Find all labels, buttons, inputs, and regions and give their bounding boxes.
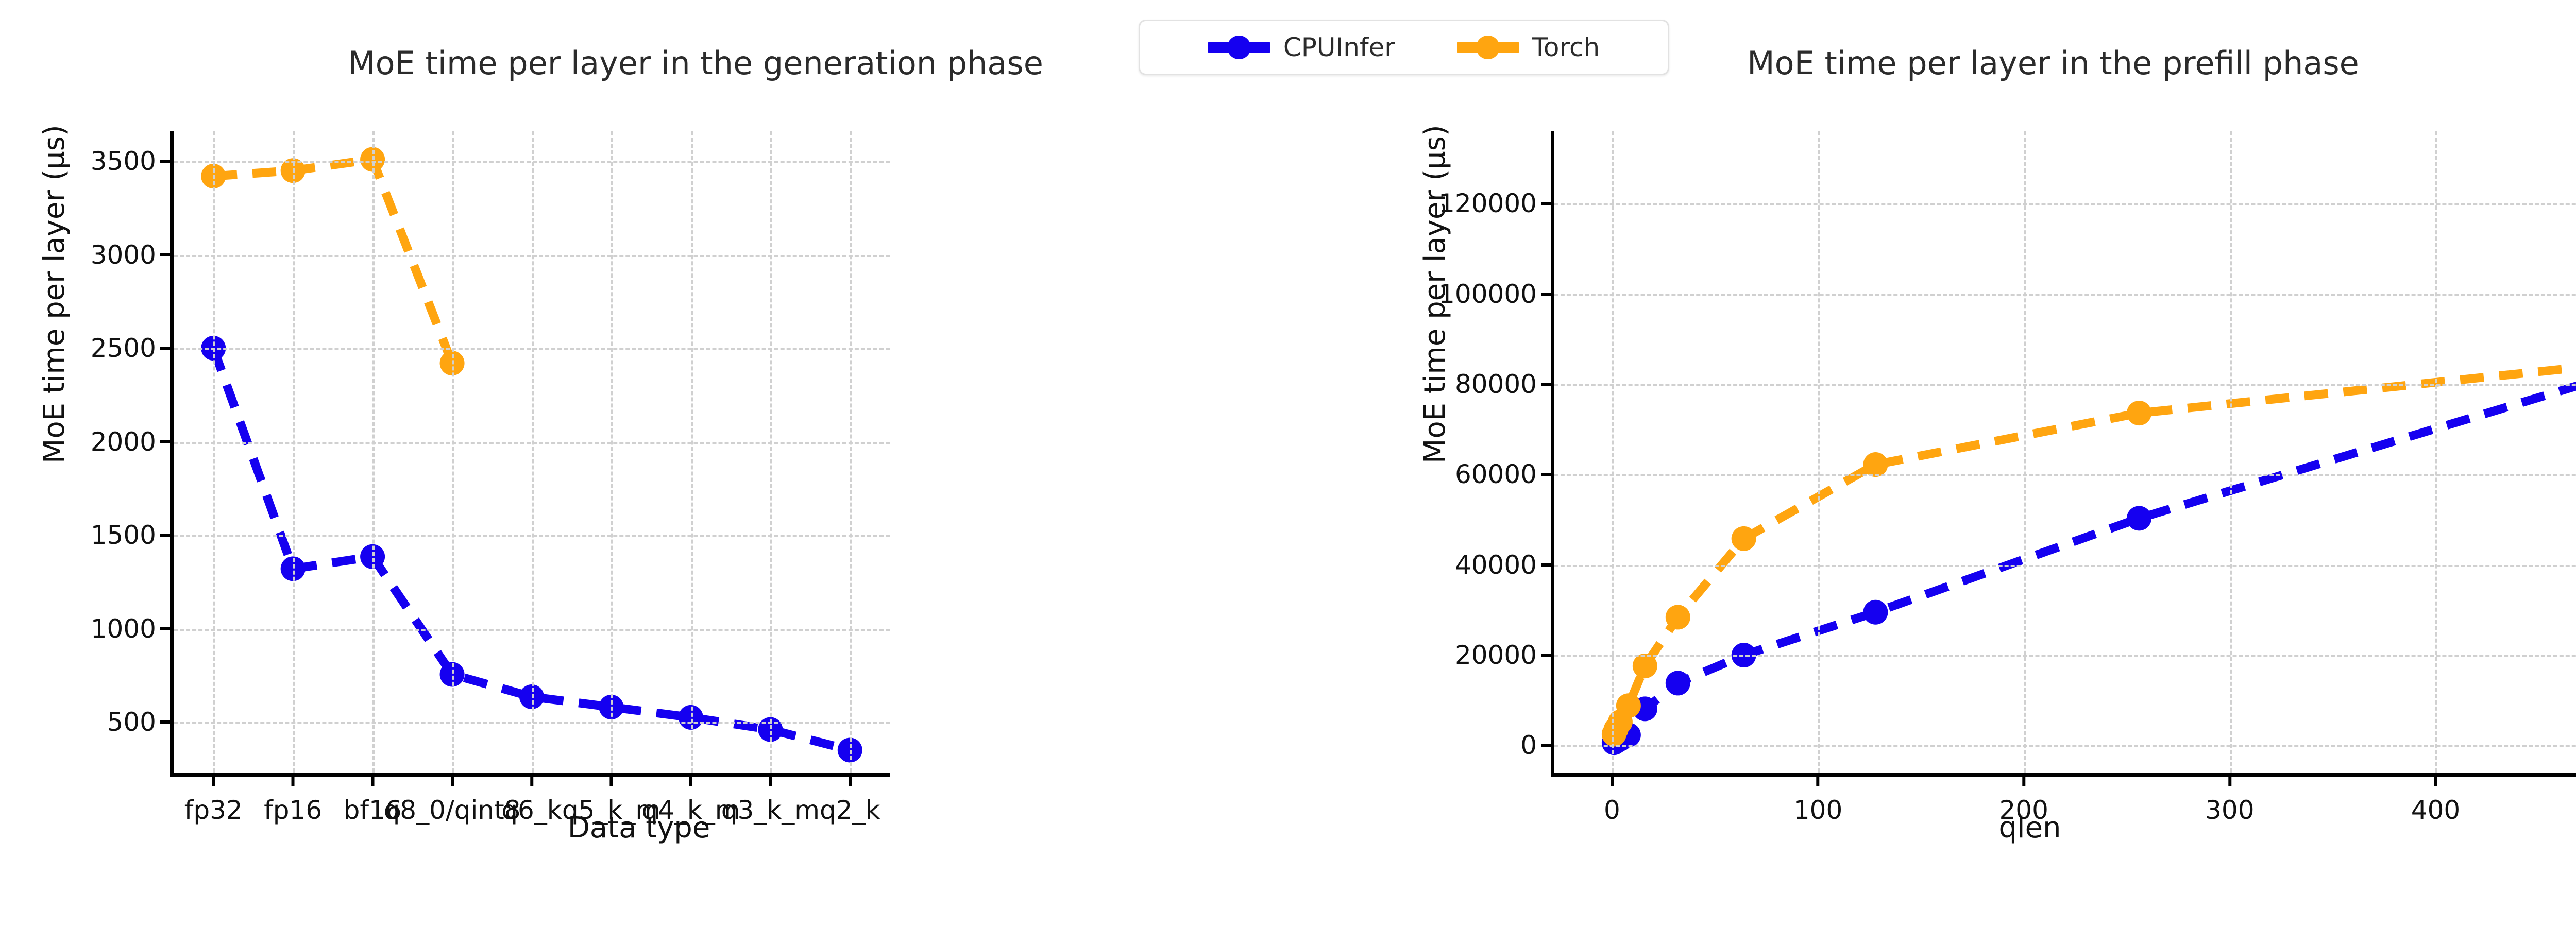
legend-label-cpuinfer: CPUInfer — [1283, 32, 1395, 62]
y-axis-tick-label: 60000 — [1455, 461, 1554, 487]
gridline-vertical — [452, 131, 454, 772]
chart-title-generation: MoE time per layer in the generation pha… — [348, 44, 1043, 82]
y-axis-tick-label: 100000 — [1438, 281, 1554, 307]
data-point-torch[interactable] — [1601, 722, 1626, 747]
gridline-horizontal — [1554, 564, 2576, 567]
data-point-torch[interactable] — [1632, 654, 1657, 679]
gridline-vertical — [2024, 131, 2026, 772]
y-axis-tick-label: 0 — [1520, 732, 1554, 758]
gridline-vertical — [213, 131, 216, 772]
series-layer-prefill — [1554, 131, 2576, 772]
gridline-horizontal — [1554, 294, 2576, 296]
gridline-vertical — [532, 131, 534, 772]
gridline-vertical — [770, 131, 773, 772]
x-axis-tick-label: 200 — [1999, 772, 2048, 823]
legend-entry-torch[interactable]: Torch — [1456, 32, 1600, 62]
y-axis-tick-label: 1000 — [91, 616, 174, 642]
gridline-vertical — [2229, 131, 2232, 772]
legend-swatch-cpuinfer-icon — [1208, 36, 1270, 59]
plot-area-prefill: 0 20000 40000 60000 80000 100000 120000 0 100 200… — [1438, 131, 2576, 823]
data-point-torch[interactable] — [2127, 401, 2151, 426]
gridline-vertical — [293, 131, 295, 772]
x-axis-tick-label: 400 — [2411, 772, 2460, 823]
chart-legend: CPUInfer Torch — [1139, 20, 1669, 75]
series-line-torch — [213, 154, 456, 365]
x-axis-tick-label: 300 — [2205, 772, 2254, 823]
gridline-vertical — [611, 131, 614, 772]
x-axis-tick-label: q2_k — [820, 772, 880, 823]
gridline-horizontal — [1554, 203, 2576, 206]
data-point-torch[interactable] — [1665, 605, 1690, 630]
data-point-torch[interactable] — [1616, 693, 1641, 718]
data-point-cpuinfer[interactable] — [2127, 506, 2151, 531]
series-line-cpuinfer — [1612, 381, 2576, 747]
x-axis-tick-label: fp32 — [184, 772, 243, 823]
gridline-vertical — [2435, 131, 2438, 772]
y-axis-label-generation: MoE time per layer (μs) — [38, 125, 71, 464]
x-axis-tick-label: q6_k — [501, 772, 562, 823]
legend-entry-cpuinfer[interactable]: CPUInfer — [1208, 35, 1395, 60]
y-axis-tick-label: 2000 — [91, 429, 174, 455]
chart-panel-generation: MoE time per layer in the generation pha… — [0, 0, 1278, 927]
y-axis-tick-label: 3000 — [91, 242, 174, 268]
plot-area-generation: 500 1000 1500 2000 2500 3000 3500 fp32 fp16 bf16 q… — [91, 131, 890, 823]
gridline-horizontal — [1554, 384, 2576, 386]
legend-swatch-torch-icon — [1456, 36, 1519, 59]
x-axis-tick-label: fp16 — [264, 772, 322, 823]
y-axis-tick-label: 1500 — [91, 522, 174, 548]
y-axis-tick-label: 120000 — [1438, 191, 1554, 216]
chart-panel-prefill: MoE time per layer in the prefill phase … — [1278, 0, 2576, 927]
data-point-cpuinfer[interactable] — [1863, 599, 1888, 625]
gridline-vertical — [1818, 131, 1820, 772]
gridline-horizontal — [1554, 745, 2576, 748]
chart-title-prefill: MoE time per layer in the prefill phase — [1747, 44, 2359, 82]
gridline-vertical — [690, 131, 693, 772]
data-point-cpuinfer[interactable] — [1632, 696, 1657, 722]
data-point-cpuinfer[interactable] — [1616, 723, 1641, 748]
y-axis-tick-label: 20000 — [1455, 642, 1554, 668]
x-axis-tick-label: 0 — [1604, 772, 1620, 823]
gridline-horizontal — [1554, 474, 2576, 477]
data-point-cpuinfer[interactable] — [1601, 730, 1626, 756]
gridline-vertical — [1612, 131, 1614, 772]
x-axis-tick-label: q8_0/qint8 — [384, 772, 521, 823]
series-line-torch — [1610, 363, 2576, 736]
y-axis-tick-label: 80000 — [1455, 371, 1554, 397]
gridline-horizontal — [1554, 655, 2576, 658]
data-point-torch[interactable] — [1603, 716, 1629, 742]
x-axis-tick-label: q3_k_m — [721, 772, 820, 823]
y-axis-tick-label: 40000 — [1455, 552, 1554, 578]
gridline-vertical — [372, 131, 375, 772]
data-point-torch[interactable] — [1731, 526, 1756, 551]
y-axis-tick-label: 2500 — [91, 335, 174, 361]
data-point-cpuinfer[interactable] — [1665, 671, 1690, 696]
y-axis-tick-label: 500 — [107, 709, 174, 735]
gridline-vertical — [850, 131, 852, 772]
x-axis-tick-label: 100 — [1793, 772, 1842, 823]
legend-label-torch: Torch — [1532, 32, 1600, 62]
data-point-torch[interactable] — [1863, 452, 1888, 477]
x-axis-label-prefill: qlen — [1998, 811, 2061, 845]
data-point-cpuinfer[interactable] — [1603, 729, 1629, 754]
y-axis-tick-label: 3500 — [91, 148, 174, 174]
